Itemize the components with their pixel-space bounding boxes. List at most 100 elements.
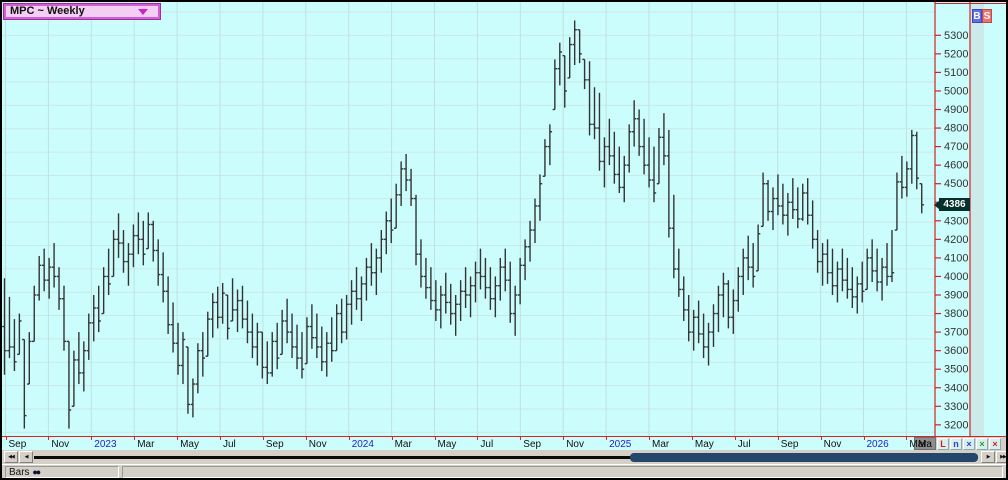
price-tick-label: 4900 — [944, 104, 968, 116]
ohlc-bar — [478, 248, 483, 290]
ohlc-bar — [165, 276, 171, 334]
ohlc-bar — [398, 161, 404, 206]
sell-button[interactable]: S — [982, 9, 992, 23]
ohlc-bar — [488, 267, 493, 310]
ohlc-bar — [235, 289, 240, 333]
ohlc-bar — [681, 276, 686, 321]
scroll-right-button[interactable]: ▶ — [981, 451, 995, 463]
ohlc-bar — [627, 124, 632, 173]
close-green-button[interactable]: × — [976, 437, 988, 450]
price-tick-label: 3300 — [944, 401, 968, 413]
scroll-left-button[interactable]: ◀ — [19, 451, 33, 463]
ohlc-bar — [661, 113, 667, 166]
chevron-down-icon[interactable] — [138, 8, 148, 15]
symbol-selector[interactable]: MPC ~ Weekly — [3, 3, 161, 20]
ohlc-bar — [572, 20, 577, 65]
ohlc-bar — [711, 304, 716, 347]
scale-log-button[interactable]: n — [950, 437, 962, 450]
ohlc-bar — [76, 332, 82, 385]
ohlc-bar — [592, 87, 597, 140]
ohlc-bar — [46, 257, 52, 299]
ohlc-bar — [22, 338, 27, 429]
ohlc-bar — [155, 239, 161, 286]
ohlc-bar — [691, 309, 696, 351]
ohlc-bar — [755, 224, 761, 272]
ohlc-bar — [255, 322, 260, 366]
close-red-button[interactable]: × — [989, 437, 1001, 450]
ohlc-bar — [299, 332, 305, 379]
ohlc-bar — [418, 239, 424, 288]
ohlc-bar — [279, 309, 285, 356]
ohlc-bar — [66, 340, 72, 429]
ohlc-bar — [631, 100, 637, 147]
ohlc-bar — [270, 332, 275, 377]
ohlc-bar — [810, 200, 815, 249]
time-tick — [820, 437, 822, 440]
month-label: Jul — [737, 439, 751, 450]
month-label: Sep — [780, 439, 799, 450]
ohlc-bar — [904, 161, 910, 197]
ohlc-bar — [438, 285, 444, 329]
chart-pane[interactable]: 5300520051005000490048004700460045004400… — [2, 2, 1006, 436]
ohlc-bar — [2, 278, 7, 375]
ohlc-bar — [567, 37, 572, 79]
ohlc-bar — [483, 257, 488, 299]
ohlc-bar — [815, 230, 820, 273]
ohlc-bar — [304, 317, 310, 365]
status-empty-cell — [122, 466, 1003, 478]
ohlc-chart[interactable]: 5300520051005000490048004700460045004400… — [2, 2, 1006, 436]
close-blue-button[interactable]: × — [963, 437, 975, 450]
ohlc-bar — [532, 198, 538, 244]
ohlc-bar — [721, 272, 726, 318]
month-label: Sep — [523, 439, 542, 450]
ohlc-bar — [522, 239, 528, 281]
ohlc-bar — [413, 194, 419, 266]
scrollbar-thumb[interactable] — [630, 453, 978, 462]
ohlc-bar — [607, 118, 612, 166]
scale-linear-button[interactable]: L — [937, 437, 949, 450]
ohlc-bar — [666, 129, 672, 238]
ohlc-bar — [344, 295, 349, 340]
current-price-badge: 4386 — [934, 198, 970, 212]
price-tick-label: 3900 — [944, 290, 968, 302]
horizontal-scrollbar: ◀◀ ◀ ▶ ▶▶ — [2, 450, 1006, 464]
time-tick — [220, 437, 221, 440]
ohlc-bar — [374, 248, 379, 295]
scroll-far-right-button[interactable]: ▶▶ — [996, 451, 1006, 463]
time-tick — [563, 437, 565, 440]
ohlc-bar — [473, 261, 478, 303]
ohlc-bar — [919, 182, 924, 214]
buy-button[interactable]: B — [972, 9, 982, 23]
ohlc-bar — [864, 248, 870, 291]
time-axis: Ma Sep Nov 2023 Mar May Jul Sep Nov 2024 Mar May Ju… — [2, 436, 936, 450]
ohlc-bar — [81, 341, 87, 392]
ohlc-bar — [701, 313, 706, 359]
ohlc-bar — [750, 243, 756, 288]
time-tick — [134, 437, 136, 440]
time-tick — [177, 437, 179, 440]
ohlc-bar — [909, 129, 915, 184]
ohlc-bar — [379, 230, 384, 273]
scroll-far-left-button[interactable]: ◀◀ — [4, 451, 18, 463]
ohlc-bar — [384, 211, 389, 255]
ohlc-bar — [899, 155, 905, 199]
price-tick-label: 5100 — [944, 67, 968, 79]
ohlc-bar — [96, 285, 101, 333]
year-label: 2023 — [94, 439, 117, 450]
ohlc-bar — [106, 248, 111, 295]
time-tick — [391, 437, 393, 440]
ohlc-bar — [874, 248, 880, 292]
ohlc-bar — [240, 285, 245, 329]
ohlc-bar — [408, 168, 414, 206]
ohlc-bar — [527, 220, 533, 262]
ohlc-bar — [12, 319, 17, 372]
price-tick-label: 4200 — [944, 234, 968, 246]
scrollbar-track[interactable] — [34, 456, 978, 459]
price-tick-label: 4700 — [944, 141, 968, 153]
ohlc-bar — [706, 322, 711, 366]
price-tick-label: 3800 — [944, 308, 968, 320]
ohlc-bar — [393, 183, 399, 229]
ohlc-bar — [726, 280, 731, 329]
ohlc-bar — [785, 192, 791, 236]
